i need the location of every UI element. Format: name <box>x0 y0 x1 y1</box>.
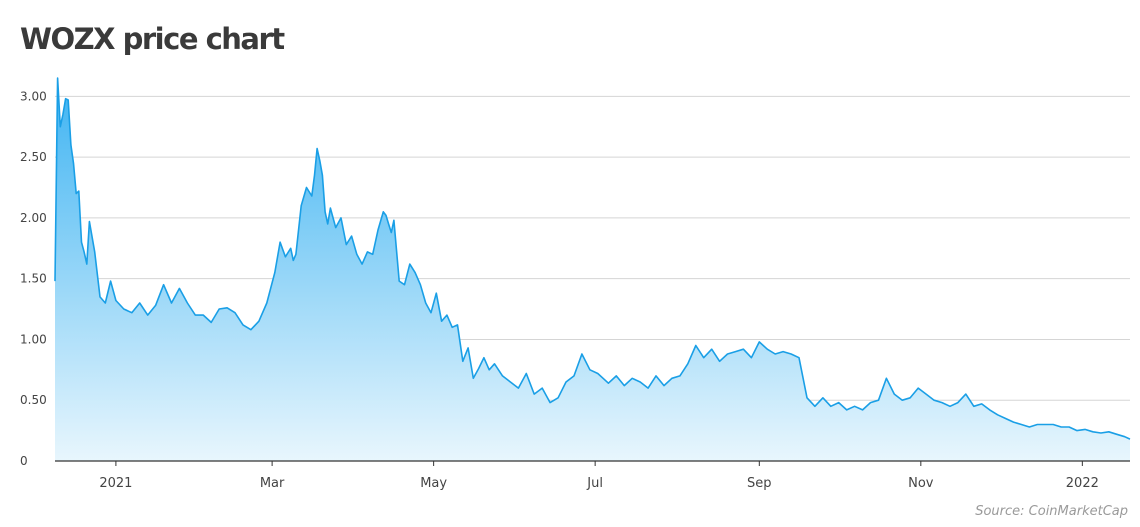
price-area <box>55 78 1130 461</box>
y-tick-label: 1.50 <box>20 272 47 286</box>
source-caption: Source: CoinMarketCap <box>975 504 1128 519</box>
y-tick-label: 3.00 <box>20 89 47 103</box>
chart-title: WOZX price chart <box>20 22 285 56</box>
y-tick-label: 1.00 <box>20 332 47 346</box>
x-tick-label: Nov <box>908 476 934 491</box>
y-tick-label: 2.00 <box>20 211 47 225</box>
price-line <box>54 77 1131 440</box>
x-tick-label: Sep <box>747 476 772 491</box>
x-tick-label: May <box>420 476 447 491</box>
y-tick-label: 0.50 <box>20 393 47 407</box>
x-tick-label: Jul <box>586 476 603 491</box>
x-tick-label: 2022 <box>1066 476 1099 491</box>
y-tick-label: 2.50 <box>20 150 47 164</box>
x-tick-label: 2021 <box>99 476 132 491</box>
y-tick-label: 0 <box>20 454 28 468</box>
x-axis-labels: 2021 Mar May Jul Sep Nov 2022 <box>99 461 1099 491</box>
x-tick-label: Mar <box>260 476 285 491</box>
y-axis-labels: 0 0.50 1.00 1.50 2.00 2.50 3.00 <box>20 89 47 468</box>
